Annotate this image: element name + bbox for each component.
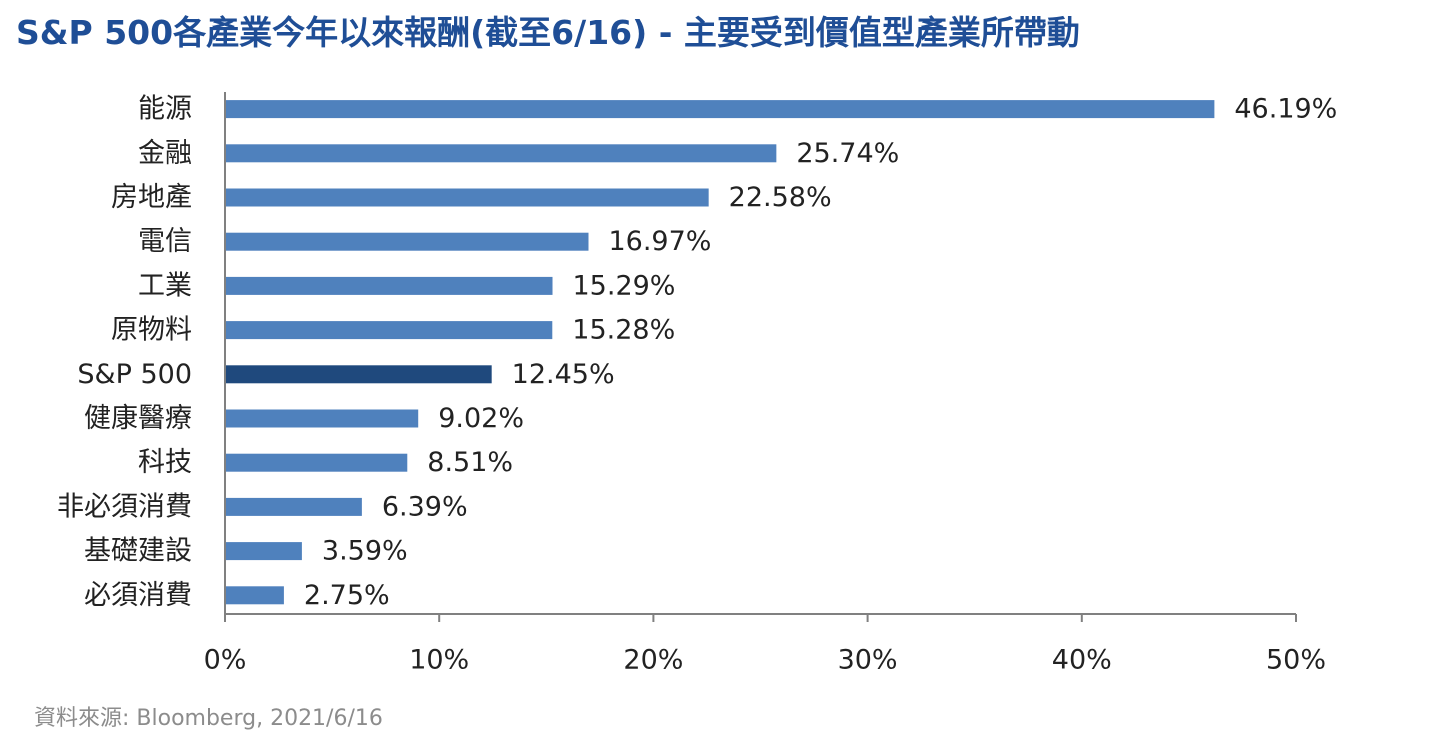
chart-title: S&P 500各產業今年以來報酬(截至6/16) - 主要受到價值型產業所帶動 (16, 13, 1080, 52)
bar-5 (225, 321, 553, 340)
bar-11 (225, 586, 284, 605)
data-label-0: 46.19% (1234, 94, 1337, 125)
bar-9 (225, 497, 362, 516)
bar-4 (225, 276, 553, 295)
data-label-7: 9.02% (438, 403, 524, 434)
x-tick-label-5: 50% (1266, 645, 1326, 676)
category-label-2: 房地產 (111, 182, 192, 213)
data-label-2: 22.58% (729, 182, 832, 213)
bar-3 (225, 232, 589, 251)
x-tick-label-2: 20% (623, 645, 683, 676)
bar-10 (225, 542, 302, 561)
data-label-5: 15.28% (572, 315, 675, 346)
category-label-10: 基礎建設 (84, 536, 192, 567)
data-label-9: 6.39% (382, 491, 468, 522)
source-note: 資料來源: Bloomberg, 2021/6/16 (34, 706, 383, 731)
x-tick-label-1: 10% (409, 645, 469, 676)
data-label-1: 25.74% (796, 138, 899, 169)
category-label-5: 原物料 (111, 315, 192, 346)
data-label-11: 2.75% (304, 580, 390, 611)
bar-0 (225, 100, 1215, 119)
data-label-8: 8.51% (427, 447, 513, 478)
data-labels-group: 46.19% 25.74% 22.58% 16.97% 15.29% 15.28% 12.4… (304, 94, 1337, 611)
bar-8 (225, 453, 408, 472)
data-label-10: 3.59% (322, 536, 408, 567)
category-label-8: 科技 (138, 447, 192, 478)
category-label-4: 工業 (138, 270, 192, 301)
axes-group: 0% 10% 20% 30% 40% 50% (204, 92, 1326, 676)
bar-7 (225, 409, 419, 428)
data-label-3: 16.97% (608, 226, 711, 257)
bar-6 (225, 365, 492, 384)
x-tick-label-3: 30% (838, 645, 898, 676)
x-tick-label-0: 0% (204, 645, 247, 676)
category-label-3: 電信 (138, 226, 192, 257)
category-label-11: 必須消費 (84, 580, 192, 611)
bar-1 (225, 144, 777, 163)
category-label-0: 能源 (138, 94, 192, 125)
data-label-6: 12.45% (512, 359, 615, 390)
data-label-4: 15.29% (573, 270, 676, 301)
category-label-7: 健康醫療 (84, 403, 192, 434)
bars-group (225, 100, 1215, 605)
category-label-6: S&P 500 (77, 359, 192, 390)
bar-2 (225, 188, 709, 207)
category-label-1: 金融 (138, 138, 192, 169)
category-label-9: 非必須消費 (57, 491, 192, 522)
x-tick-label-4: 40% (1052, 645, 1112, 676)
